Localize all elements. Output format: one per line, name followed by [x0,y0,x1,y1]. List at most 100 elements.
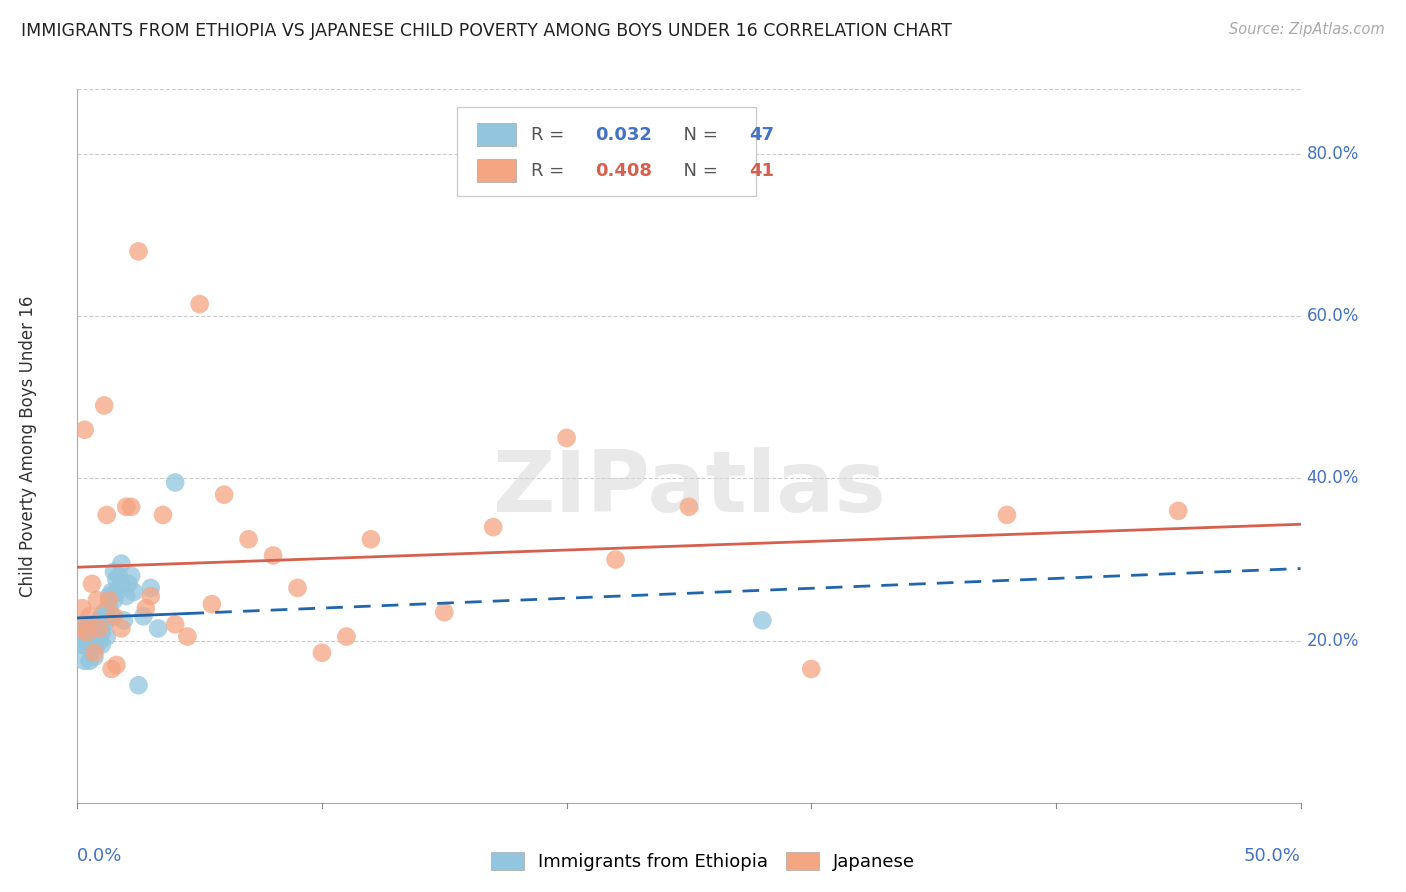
Point [90,638,112,652]
Point [96,613,118,627]
Point [212,488,235,502]
Point [201,597,224,611]
Point [152,508,174,522]
Point [482,520,505,534]
Point [105,585,128,599]
FancyBboxPatch shape [477,123,516,146]
Point [103,565,125,579]
Point [100,662,122,676]
Point [139,589,162,603]
Point [335,630,357,644]
Point [76,622,98,636]
Point [76,633,98,648]
Point [165,475,187,490]
Point [79,609,101,624]
Point [238,533,260,547]
Point [127,678,149,692]
Text: 0.032: 0.032 [595,126,651,144]
Point [73,654,96,668]
Text: N =: N = [672,126,723,144]
Point [70,617,93,632]
Point [120,568,142,582]
Point [100,609,122,624]
Point [79,654,101,668]
Text: 50.0%: 50.0% [1244,847,1301,865]
Point [139,581,162,595]
Point [112,613,135,627]
Point [287,581,309,595]
Point [115,589,138,603]
Point [98,589,121,603]
Point [86,622,108,636]
Point [103,593,125,607]
Legend: Immigrants from Ethiopia, Japanese: Immigrants from Ethiopia, Japanese [484,845,922,879]
Point [165,617,187,632]
Point [751,613,773,627]
Point [70,601,93,615]
Point [83,646,105,660]
Point [800,662,823,676]
Text: 47: 47 [749,126,773,144]
Text: 0.0%: 0.0% [77,847,122,865]
Point [69,622,91,636]
Point [110,557,132,571]
Point [89,633,111,648]
Point [83,649,105,664]
Point [135,601,157,615]
Point [262,549,284,563]
Point [79,617,101,632]
Point [69,638,91,652]
Point [103,609,125,624]
Point [132,609,155,624]
Point [83,630,105,644]
Text: 80.0%: 80.0% [1306,145,1360,163]
Point [93,617,115,632]
Point [76,625,98,640]
Point [98,593,121,607]
Point [73,423,96,437]
Text: ZIPatlas: ZIPatlas [492,447,886,531]
Point [433,605,456,619]
Point [90,609,112,624]
Point [70,638,93,652]
Text: R =: R = [531,161,571,179]
Point [122,585,145,599]
Point [90,625,112,640]
Point [555,431,578,445]
Text: IMMIGRANTS FROM ETHIOPIA VS JAPANESE CHILD POVERTY AMONG BOYS UNDER 16 CORRELATI: IMMIGRANTS FROM ETHIOPIA VS JAPANESE CHI… [21,22,952,40]
Text: 40.0%: 40.0% [1306,469,1360,487]
Point [96,630,118,644]
Point [1167,504,1189,518]
Point [105,573,128,587]
Point [605,552,627,566]
Point [678,500,700,514]
Point [80,577,103,591]
Text: 60.0%: 60.0% [1306,307,1360,326]
Point [96,508,118,522]
Point [110,577,132,591]
Text: 20.0%: 20.0% [1306,632,1360,649]
Point [995,508,1018,522]
Point [115,500,138,514]
Point [108,568,131,582]
Point [110,622,132,636]
Point [146,622,169,636]
Point [86,593,108,607]
Point [86,638,108,652]
Point [311,646,333,660]
FancyBboxPatch shape [477,159,516,182]
Point [89,622,111,636]
Point [80,617,103,632]
Point [80,638,103,652]
FancyBboxPatch shape [457,107,756,196]
Point [93,605,115,619]
Point [73,630,96,644]
Text: R =: R = [531,126,571,144]
Point [89,613,111,627]
Text: N =: N = [672,161,723,179]
Text: Child Poverty Among Boys Under 16: Child Poverty Among Boys Under 16 [20,295,38,597]
Point [360,533,382,547]
Point [127,244,149,259]
Point [79,633,101,648]
Point [120,500,142,514]
